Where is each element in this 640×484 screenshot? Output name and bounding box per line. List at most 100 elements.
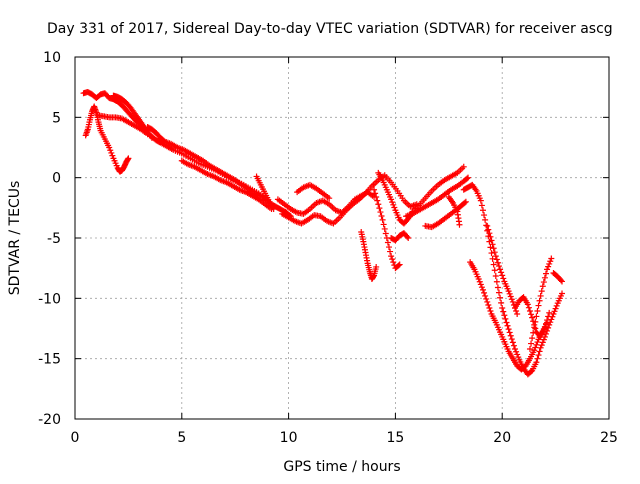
data-point-marker	[537, 344, 544, 351]
data-point-marker	[528, 368, 535, 375]
data-point-marker	[540, 336, 547, 343]
data-point-marker	[479, 286, 486, 293]
series-arc-3	[93, 111, 151, 138]
data-point-marker	[499, 304, 506, 311]
data-point-marker	[550, 311, 557, 318]
data-point-marker	[388, 253, 395, 260]
data-point-marker	[107, 147, 114, 154]
data-point-marker	[533, 359, 540, 366]
data-point-marker	[479, 207, 486, 214]
data-point-marker	[376, 205, 383, 212]
data-point-marker	[485, 226, 492, 233]
series-arc-9	[279, 172, 420, 227]
data-point-marker	[509, 339, 516, 346]
series-arc-11	[358, 228, 380, 283]
x-axis-label: GPS time / hours	[283, 459, 400, 475]
data-point-marker	[488, 237, 495, 244]
data-point-marker	[476, 278, 483, 285]
data-point-marker	[477, 281, 484, 288]
data-point-marker	[524, 301, 531, 308]
data-point-marker	[534, 355, 541, 362]
data-point-marker	[547, 258, 554, 265]
data-point-marker	[387, 248, 394, 255]
data-point-marker	[125, 155, 132, 162]
data-point-marker	[384, 239, 391, 246]
data-point-marker	[492, 273, 499, 280]
data-point-marker	[508, 296, 515, 303]
data-point-marker	[487, 308, 494, 315]
data-point-marker	[460, 163, 467, 170]
data-point-marker	[478, 202, 485, 209]
data-point-marker	[546, 309, 553, 316]
data-point-marker	[374, 197, 381, 204]
data-point-marker	[389, 199, 396, 206]
x-tick-label-5: 5	[177, 430, 186, 446]
data-point-marker	[544, 266, 551, 273]
data-points	[80, 88, 566, 378]
data-point-marker	[512, 346, 519, 353]
data-point-marker	[487, 244, 494, 251]
data-point-marker	[495, 263, 502, 270]
data-point-marker	[528, 340, 535, 347]
data-point-marker	[482, 216, 489, 223]
data-point-marker	[533, 341, 540, 348]
data-point-marker	[531, 347, 538, 354]
data-point-marker	[404, 233, 411, 240]
data-point-marker	[379, 216, 386, 223]
data-point-marker	[373, 193, 380, 200]
series-arc-23	[526, 255, 555, 353]
data-point-marker	[381, 225, 388, 232]
data-point-marker	[525, 304, 532, 311]
data-point-marker	[502, 315, 509, 322]
data-point-marker	[538, 342, 545, 349]
data-point-marker	[484, 298, 491, 305]
data-point-marker	[490, 245, 497, 252]
data-point-marker	[544, 317, 551, 324]
data-point-marker	[509, 298, 516, 305]
data-point-marker	[395, 262, 402, 269]
data-point-marker	[526, 308, 533, 315]
data-point-marker	[537, 292, 544, 299]
data-point-marker	[529, 314, 536, 321]
data-point-marker	[371, 186, 378, 193]
data-point-marker	[390, 201, 397, 208]
data-point-marker	[489, 241, 496, 248]
data-point-marker	[513, 348, 520, 355]
data-point-marker	[489, 255, 496, 262]
series-arc-24	[550, 269, 566, 285]
data-point-marker	[515, 354, 522, 361]
y-tick-label--10: -10	[38, 291, 61, 307]
data-point-marker	[508, 336, 515, 343]
data-point-marker	[505, 288, 512, 295]
data-point-marker	[485, 301, 492, 308]
x-tick-label-0: 0	[71, 430, 80, 446]
data-point-marker	[507, 293, 514, 300]
data-point-marker	[492, 253, 499, 260]
data-point-marker	[505, 326, 512, 333]
data-point-marker	[484, 222, 491, 229]
x-tick-labels: 0 5 10 15 20 25	[71, 430, 618, 446]
data-point-marker	[559, 278, 566, 285]
data-point-marker	[541, 324, 548, 331]
data-point-marker	[463, 175, 470, 182]
data-point-marker	[532, 344, 539, 351]
data-point-marker	[539, 339, 546, 346]
data-point-marker	[506, 329, 513, 336]
data-point-marker	[535, 352, 542, 359]
series-arc-19	[460, 181, 566, 378]
data-point-marker	[559, 290, 566, 297]
data-point-marker	[540, 279, 547, 286]
data-point-marker	[388, 196, 395, 203]
data-point-marker	[391, 204, 398, 211]
data-point-marker	[488, 250, 495, 257]
y-tick-label-10: 10	[43, 50, 61, 66]
data-point-marker	[498, 299, 505, 306]
y-tick-label--20: -20	[38, 412, 61, 428]
data-point-marker	[373, 263, 380, 270]
data-point-marker	[385, 244, 392, 251]
grid-lines	[75, 57, 609, 419]
data-point-marker	[148, 134, 155, 141]
data-point-marker	[493, 256, 500, 263]
data-point-marker	[535, 302, 542, 309]
